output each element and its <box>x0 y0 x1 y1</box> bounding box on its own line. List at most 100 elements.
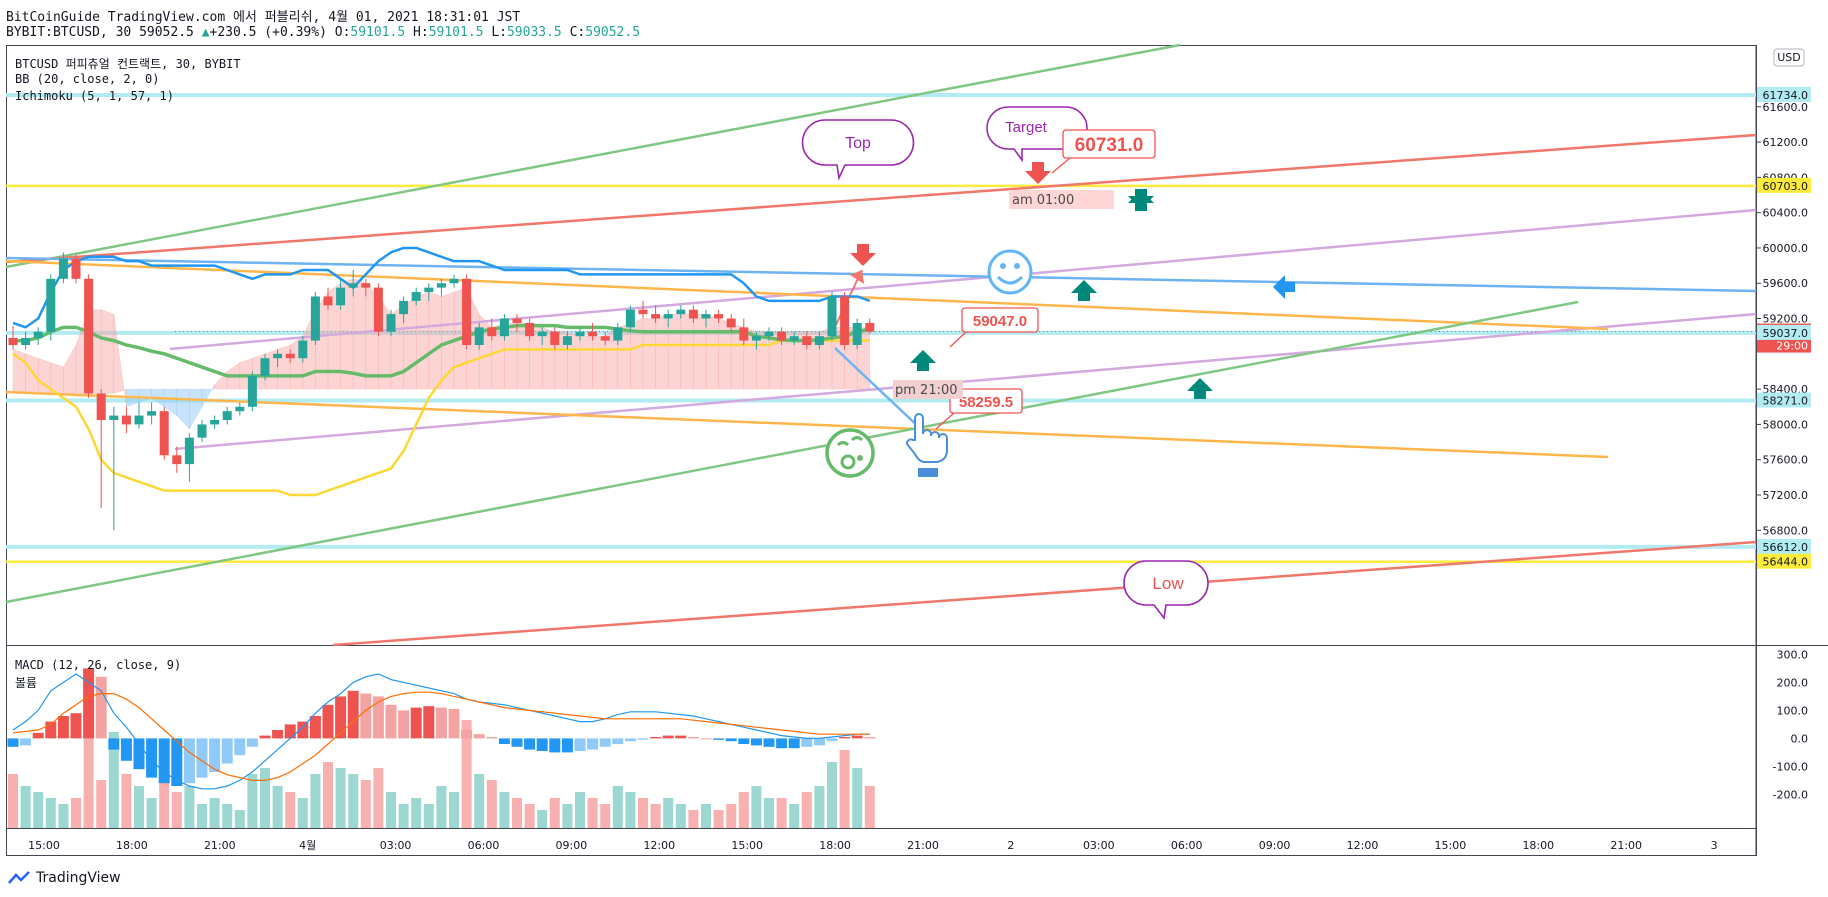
open-value: 59101.5 <box>350 25 406 40</box>
volume-bar <box>348 774 359 828</box>
macd-histogram-bar <box>196 738 208 778</box>
volume-bar <box>360 780 371 828</box>
macd-histogram-bar <box>20 738 32 746</box>
cloud-segment <box>415 291 430 390</box>
candle-body <box>688 309 698 319</box>
green-lower-trendline <box>5 300 1579 604</box>
candle-body <box>852 322 862 345</box>
candle-body <box>298 340 308 359</box>
time-tick-label: 03:00 <box>380 839 412 852</box>
time-tick-label: 06:00 <box>468 839 500 852</box>
cloud-segment <box>655 313 669 390</box>
volume-bar <box>562 804 573 828</box>
macd-histogram-bar <box>272 730 284 739</box>
volume-bar <box>108 732 119 828</box>
price-badge-label: 59037.0 <box>1763 327 1809 340</box>
macd-histogram-bar <box>120 738 132 761</box>
volume-bar <box>675 804 686 828</box>
macd-histogram-bar <box>826 738 838 742</box>
cloud-segment <box>113 314 127 407</box>
cloud-segment <box>100 309 115 394</box>
cloud-segment <box>478 313 493 390</box>
candle-body <box>348 283 358 288</box>
macd-histogram-bar <box>183 738 195 784</box>
macd-histogram-bar <box>801 738 813 747</box>
candle-body <box>172 455 182 465</box>
macd-histogram-bar <box>650 737 662 739</box>
price-tick-label: 61600.0 <box>1763 101 1809 114</box>
volume-bar <box>751 786 762 828</box>
macd-histogram-bar <box>246 738 258 747</box>
price-label-60731: 60731.0 <box>1051 129 1156 174</box>
violet-lower-trendline <box>174 312 1757 451</box>
candle-body <box>651 314 661 319</box>
candle-body <box>751 336 761 341</box>
macd-histogram-bar <box>851 735 863 739</box>
blue-resistance-line <box>5 256 1757 293</box>
currency-label: USD <box>1777 51 1801 64</box>
volume-bar <box>449 792 459 828</box>
time-note-am0100-text: am 01:00 <box>1012 193 1074 208</box>
candle-body <box>865 322 875 332</box>
macd-histogram-bar <box>146 738 158 778</box>
macd-histogram-bar <box>473 734 485 739</box>
macd-histogram-bar <box>259 735 271 739</box>
macd-histogram-bar <box>284 724 296 739</box>
macd-histogram-bar <box>498 738 510 744</box>
bb-middle-line <box>13 323 871 378</box>
price-label-58259: 58259.5 <box>935 388 1023 430</box>
up-arrow-icon <box>1128 190 1154 211</box>
legend-volume[interactable]: 볼륨 <box>15 676 38 690</box>
macd-histogram-bar <box>675 735 687 739</box>
time-tick-label: 2 <box>1007 839 1014 852</box>
candle-body <box>588 331 598 337</box>
cloud-segment <box>743 327 757 390</box>
macd-histogram-bar <box>624 738 636 742</box>
price-badge <box>1757 324 1811 340</box>
currency-box <box>1773 48 1805 67</box>
macd-histogram-bar <box>536 738 548 751</box>
volume-bar <box>184 786 195 828</box>
candle-body <box>71 258 81 279</box>
candle-body <box>134 415 144 425</box>
price-label-60731-text: 60731.0 <box>1075 135 1144 156</box>
legend-ichimoku[interactable]: Ichimoku (5, 1, 57, 1) <box>15 89 174 103</box>
macd-histogram-bar <box>171 738 183 786</box>
volume-bar <box>764 798 774 828</box>
macd-tick-label: 200.0 <box>1777 676 1809 689</box>
price-label-58259-text: 58259.5 <box>959 394 1013 411</box>
close-value: 59052.5 <box>585 25 641 40</box>
macd-histogram-bar <box>763 738 775 747</box>
macd-histogram-bar <box>45 721 57 739</box>
volume-bar <box>423 804 434 828</box>
cloud-segment <box>793 331 808 390</box>
candle-body <box>676 309 686 315</box>
candle-body <box>96 393 106 420</box>
macd-histogram-bar <box>95 676 107 739</box>
candle-body <box>210 420 220 425</box>
nauseated-face-icon <box>825 428 875 478</box>
candle-body <box>600 336 610 341</box>
time-tick-label: 12:00 <box>643 839 675 852</box>
time-tick-label: 18:00 <box>1522 839 1554 852</box>
candle-body <box>499 318 509 337</box>
cloud-segment <box>667 313 682 390</box>
price-label-59047: 59047.0 <box>949 307 1039 348</box>
volume-bar <box>852 768 863 828</box>
volume-bar <box>776 798 787 828</box>
macd-histogram-bar <box>524 738 536 750</box>
price-badges: 61734.060703.059052.529:0059037.058271.0… <box>1757 86 1811 569</box>
volume-bar <box>297 798 308 828</box>
candle-body <box>777 331 787 341</box>
price-tick-label: 59200.0 <box>1763 313 1809 326</box>
price-axis: 56800.057200.057600.058000.058400.059200… <box>1756 101 1809 537</box>
legend-macd[interactable]: MACD (12, 26, close, 9) <box>15 658 182 672</box>
macd-histogram-bar <box>776 738 788 749</box>
time-tick-label: 18:00 <box>116 839 148 852</box>
time-tick-label: 03:00 <box>1083 839 1115 852</box>
legend-bb[interactable]: BB (20, close, 2, 0) <box>15 72 160 86</box>
price-tick-label: 60000.0 <box>1763 242 1809 255</box>
publish-info: BitCoinGuide TradingView.com 에서 퍼블리쉬, 4월… <box>6 10 521 25</box>
bb-lower-line <box>12 339 870 497</box>
